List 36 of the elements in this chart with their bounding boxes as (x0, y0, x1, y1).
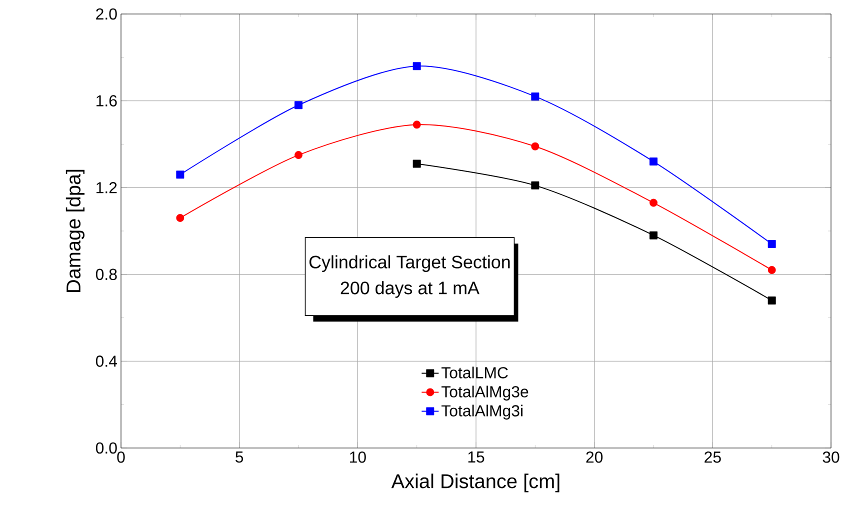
x-tick-label: 30 (822, 452, 840, 463)
point (531, 92, 540, 100)
x-tick-label: 0 (117, 452, 125, 463)
point (412, 62, 421, 70)
point (768, 240, 776, 248)
annotation: Cylindrical Target Section (309, 255, 510, 272)
point (412, 120, 421, 129)
x-tick-label: 15 (468, 452, 484, 463)
y-tick-label: 0.8 (96, 268, 117, 280)
point (531, 142, 540, 150)
y-tick-label: 0.4 (96, 356, 118, 367)
annotation: 200 days at 1 mA (340, 281, 480, 298)
y-tick-label: 1.2 (96, 182, 117, 194)
x-tick-label: 10 (350, 452, 366, 463)
y-axis-title: Damage [dpa] (66, 170, 84, 292)
y-tick-label: 0.0 (96, 442, 117, 454)
x-tick-label: 25 (704, 452, 721, 463)
point (650, 198, 658, 207)
point (176, 214, 184, 222)
legend-label: TotalLMC (442, 366, 508, 378)
legend-label: TotalAlMg3e (442, 386, 528, 401)
point (294, 151, 303, 160)
legend-label: TotalAlMg3i (442, 404, 522, 420)
x-tick-label: 5 (236, 452, 244, 463)
point (294, 101, 303, 110)
point (531, 181, 540, 190)
point (650, 158, 658, 166)
y-tick-label: 1.6 (96, 95, 117, 106)
point (768, 266, 776, 274)
point (176, 170, 184, 179)
x-tick-label: 20 (586, 452, 603, 463)
x-axis-title: Axial Distance [cm] (391, 474, 560, 492)
point (768, 296, 776, 304)
point (650, 231, 658, 240)
y-tick-label: 2.0 (96, 8, 117, 20)
point (412, 160, 421, 168)
